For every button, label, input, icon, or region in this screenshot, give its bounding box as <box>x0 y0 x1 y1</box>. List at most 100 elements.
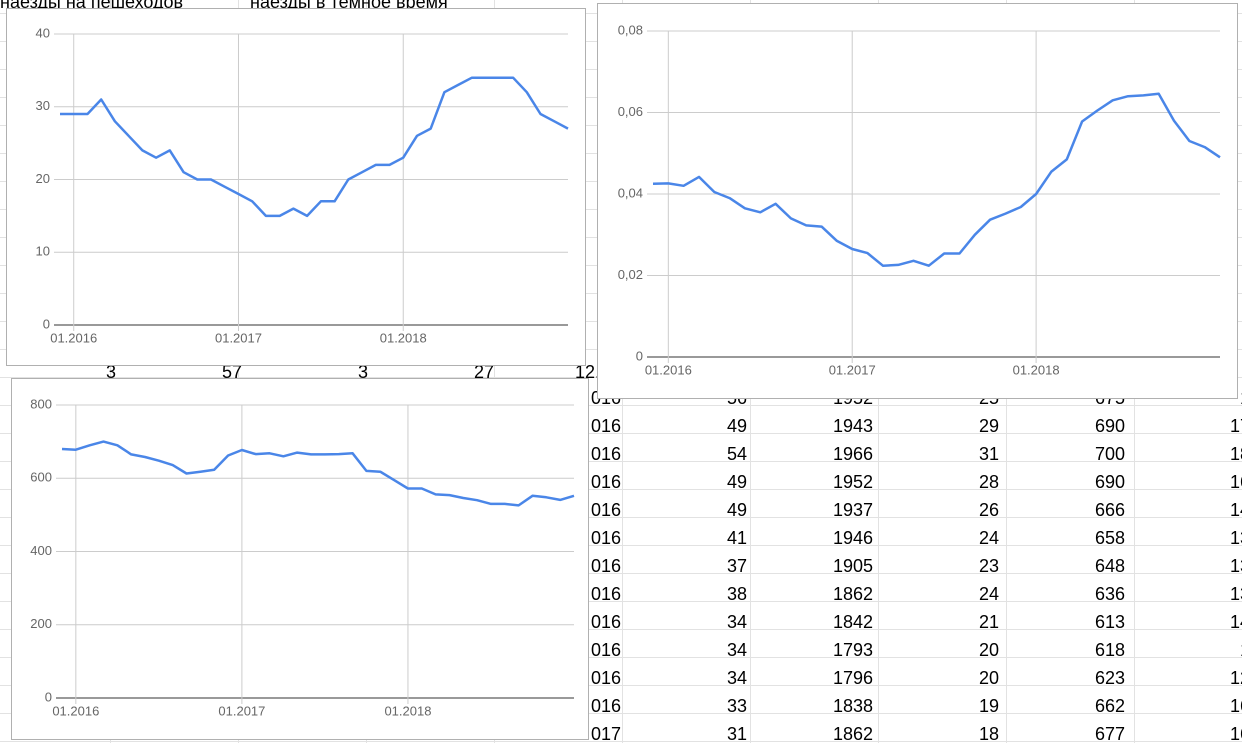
y-tick-label: 200 <box>30 616 52 631</box>
cell[interactable]: 34 <box>726 640 747 660</box>
cell[interactable]: 34 <box>726 612 747 632</box>
cell[interactable]: 16 <box>1229 724 1242 743</box>
cell[interactable]: 017 <box>590 724 621 743</box>
cell[interactable]: 3 <box>105 362 116 382</box>
cell[interactable]: 16 <box>1229 472 1242 492</box>
cell[interactable]: 18 <box>978 724 999 743</box>
cell[interactable]: 14 <box>1229 500 1242 520</box>
cell[interactable]: 54 <box>726 444 747 464</box>
cell[interactable]: 38 <box>726 584 747 604</box>
cell[interactable]: 26 <box>978 500 999 520</box>
cell[interactable]: 16 <box>1229 696 1242 716</box>
y-tick-label: 0,08 <box>618 22 643 37</box>
y-tick-label: 30 <box>36 98 50 113</box>
cell[interactable]: 623 <box>1094 668 1125 688</box>
cell[interactable]: 14 <box>1229 612 1242 632</box>
x-tick-label: 01.2017 <box>218 703 265 718</box>
cell[interactable]: 1 <box>1240 388 1242 408</box>
cell[interactable]: 13 <box>1229 556 1242 576</box>
cell[interactable]: 016 <box>590 444 621 464</box>
cell[interactable]: 648 <box>1094 556 1125 576</box>
x-tick-label: 01.2018 <box>384 703 431 718</box>
cell[interactable]: 1838 <box>832 696 873 716</box>
y-tick-label: 800 <box>30 396 52 411</box>
x-tick-label: 01.2016 <box>52 703 99 718</box>
cell[interactable]: 016 <box>590 668 621 688</box>
cell[interactable]: 1943 <box>832 416 873 436</box>
cell[interactable]: 1937 <box>832 500 873 520</box>
cell[interactable]: 34 <box>726 668 747 688</box>
y-tick-label: 0,06 <box>618 104 643 119</box>
cell[interactable]: 662 <box>1094 696 1125 716</box>
y-tick-label: 0 <box>636 348 643 363</box>
cell[interactable]: 49 <box>726 416 747 436</box>
cell[interactable]: 1796 <box>832 668 873 688</box>
x-tick-label: 01.2016 <box>50 330 97 345</box>
cell[interactable]: 016 <box>590 612 621 632</box>
cell[interactable]: 636 <box>1094 584 1125 604</box>
cell[interactable]: 33 <box>726 696 747 716</box>
data-line <box>60 76 569 218</box>
data-line <box>61 440 575 507</box>
cell[interactable]: 3 <box>357 362 368 382</box>
cell[interactable]: 658 <box>1094 528 1125 548</box>
cell[interactable]: 17 <box>1229 416 1242 436</box>
chart: 0 0,02 0,04 0,06 0,08 01.2016 01.2017 01.2018 <box>597 3 1238 399</box>
cell[interactable]: 016 <box>590 472 621 492</box>
cell[interactable]: 1862 <box>832 584 873 604</box>
cell[interactable]: 1952 <box>832 472 873 492</box>
cell[interactable]: 016 <box>590 528 621 548</box>
cell[interactable]: 016 <box>590 696 621 716</box>
cell[interactable]: 29 <box>978 416 999 436</box>
cell[interactable]: 37 <box>726 556 747 576</box>
cell[interactable]: 24 <box>978 528 999 548</box>
cell[interactable]: 1946 <box>832 528 873 548</box>
cell[interactable]: 1905 <box>832 556 873 576</box>
x-tick-label: 01.2018 <box>380 330 427 345</box>
cell[interactable]: 016 <box>590 584 621 604</box>
cell[interactable]: 27 <box>473 362 494 382</box>
cell[interactable]: 21 <box>978 612 999 632</box>
cell[interactable]: 016 <box>590 556 621 576</box>
cell[interactable]: 1842 <box>832 612 873 632</box>
cell[interactable]: 016 <box>590 500 621 520</box>
y-tick-label: 0,04 <box>618 185 643 200</box>
y-tick-label: 400 <box>30 543 52 558</box>
cell[interactable]: 1793 <box>832 640 873 660</box>
cell[interactable]: 618 <box>1094 640 1125 660</box>
cell[interactable]: 12 <box>1229 668 1242 688</box>
cell[interactable]: 016 <box>590 416 621 436</box>
cell[interactable]: 18 <box>1229 444 1242 464</box>
cell[interactable]: 19 <box>978 696 999 716</box>
y-tick-label: 10 <box>36 244 50 259</box>
cell[interactable]: 690 <box>1094 472 1125 492</box>
cell[interactable]: 49 <box>726 472 747 492</box>
cell[interactable]: 41 <box>726 528 747 548</box>
cell[interactable]: 666 <box>1094 500 1125 520</box>
data-line <box>652 92 1221 267</box>
cell[interactable]: 1862 <box>832 724 873 743</box>
cell[interactable]: 57 <box>221 362 242 382</box>
cell[interactable]: 13 <box>1229 584 1242 604</box>
cell[interactable]: 31 <box>726 724 747 743</box>
cell[interactable]: 677 <box>1094 724 1125 743</box>
cell[interactable]: 1 <box>1240 640 1242 660</box>
cell[interactable]: 24 <box>978 584 999 604</box>
cell[interactable]: 31 <box>978 444 999 464</box>
x-tick-label: 01.2017 <box>215 330 262 345</box>
cell[interactable]: 23 <box>978 556 999 576</box>
cell[interactable]: 700 <box>1094 444 1125 464</box>
cell[interactable]: 49 <box>726 500 747 520</box>
cell[interactable]: 613 <box>1094 612 1125 632</box>
cell[interactable]: 690 <box>1094 416 1125 436</box>
cell[interactable]: 20 <box>978 640 999 660</box>
cell[interactable]: 20 <box>978 668 999 688</box>
y-tick-label: 0 <box>43 316 50 331</box>
x-tick-label: 01.2016 <box>645 362 692 377</box>
cell[interactable]: 1966 <box>832 444 873 464</box>
cell[interactable]: 13 <box>1229 528 1242 548</box>
cell[interactable]: 016 <box>590 640 621 660</box>
y-tick-label: 40 <box>36 25 50 40</box>
cell[interactable]: 28 <box>978 472 999 492</box>
